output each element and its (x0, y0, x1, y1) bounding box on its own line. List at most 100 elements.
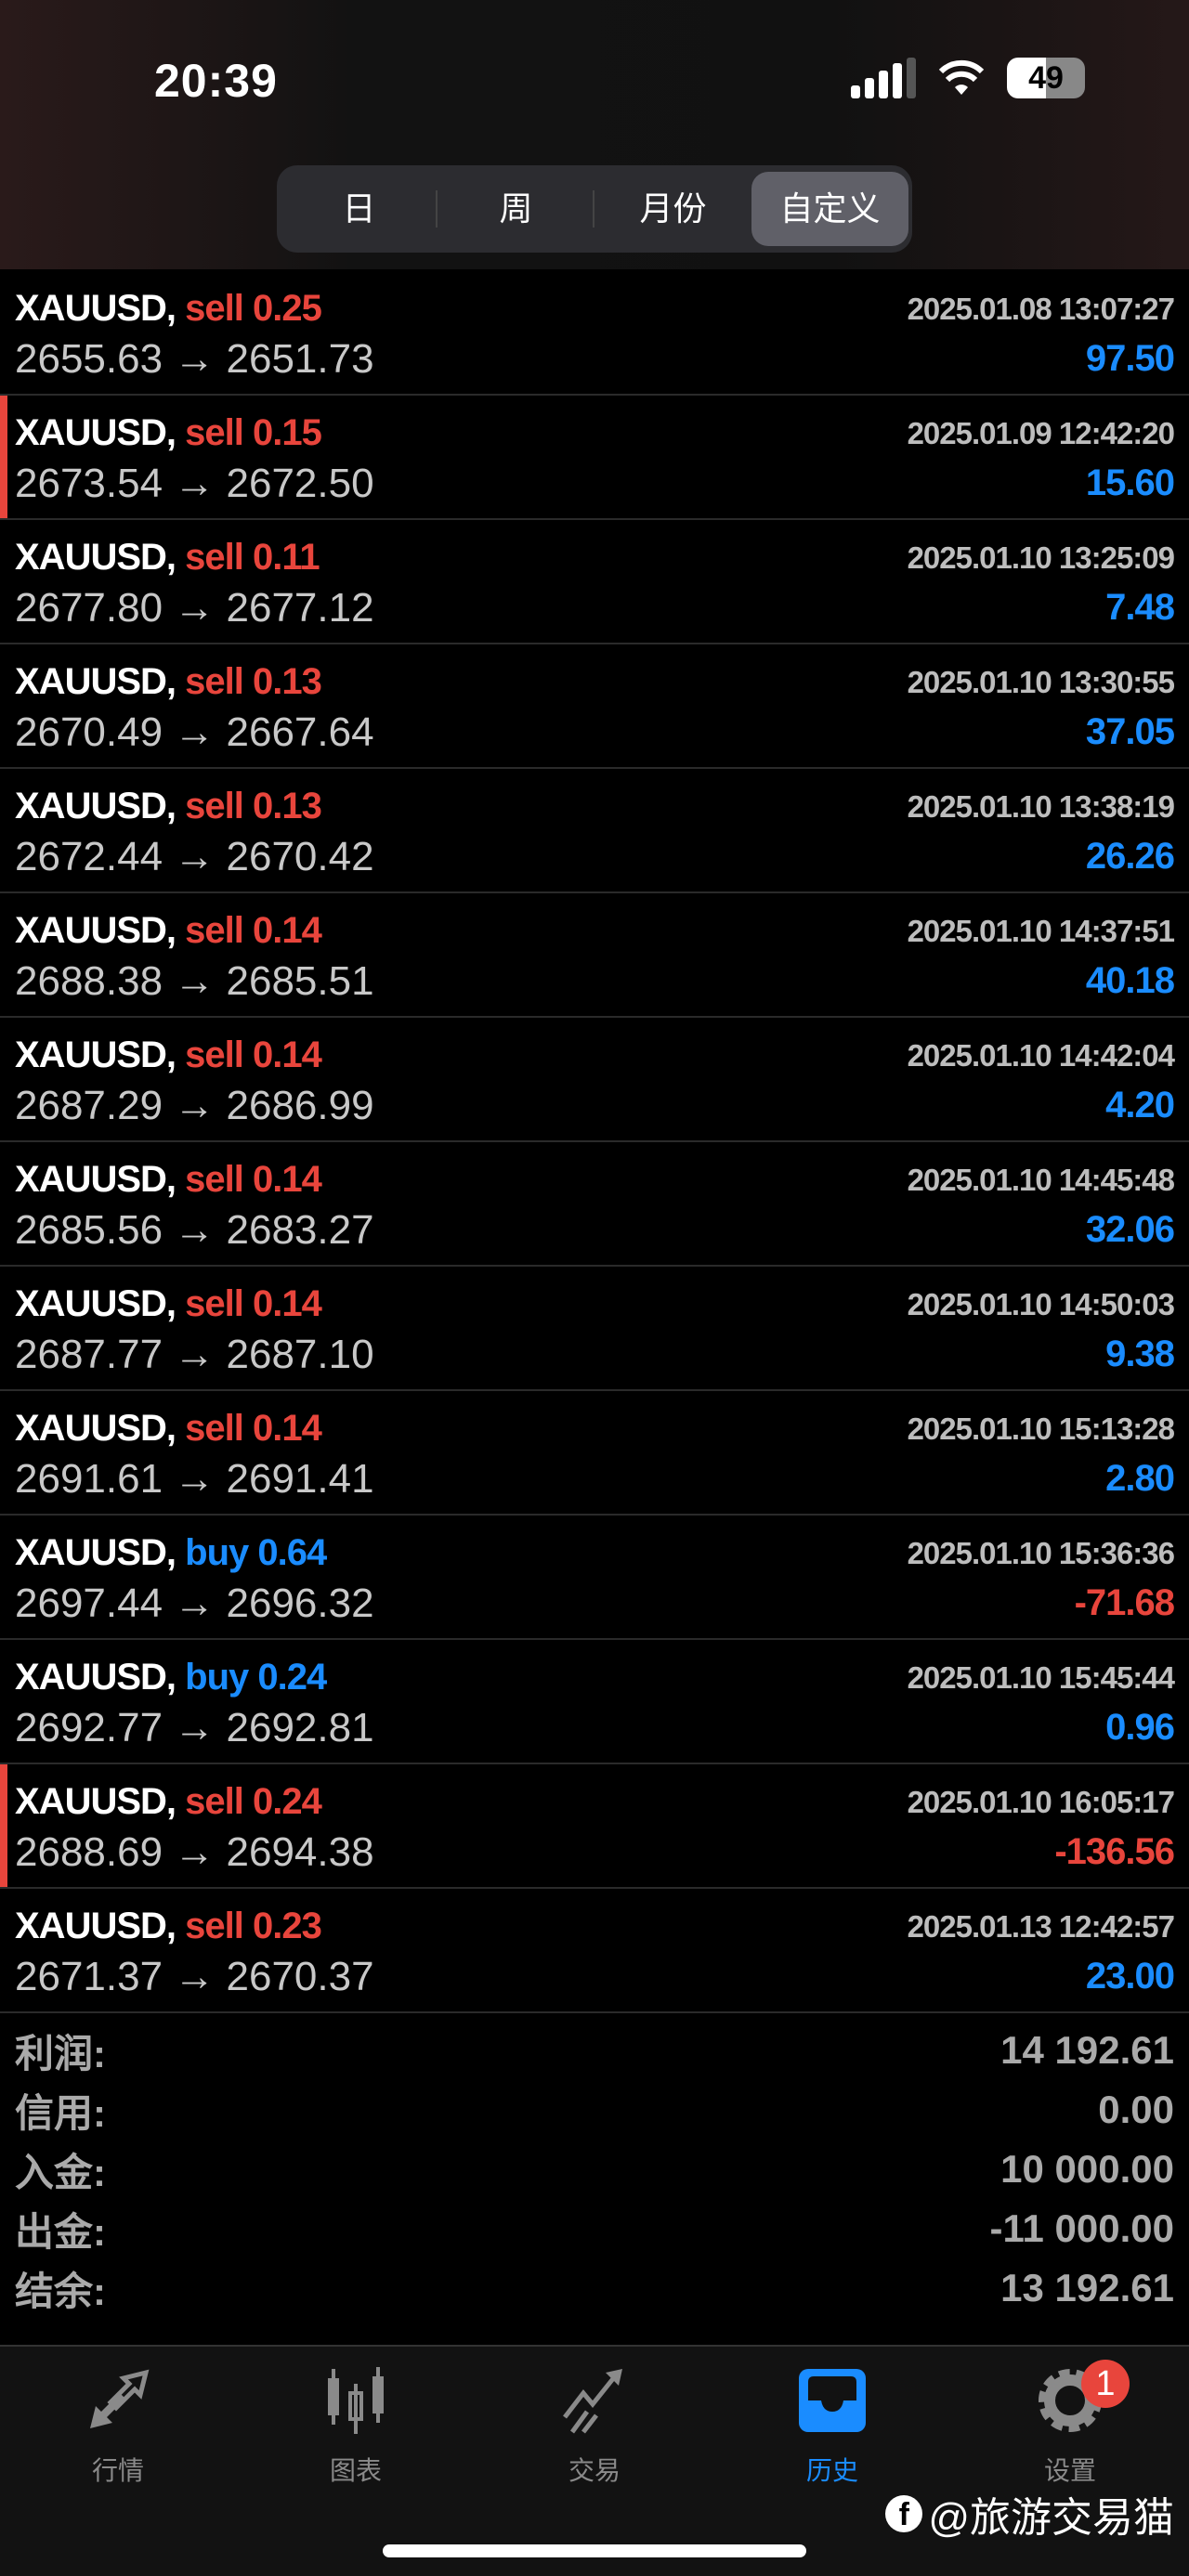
summary-row: 信用: 0.00 (15, 2080, 1174, 2140)
close-price: 2670.37 (226, 1954, 374, 1999)
status-icons: 49 (851, 58, 1085, 98)
open-price: 2691.61 (15, 1456, 163, 1502)
trade-row[interactable]: XAUUSD, sell 0.13 2025.01.10 13:38:19 26… (0, 769, 1189, 893)
open-price: 2697.44 (15, 1581, 163, 1626)
trade-title: XAUUSD, sell 0.23 (15, 1906, 322, 1947)
trade-history-list: XAUUSD, sell 0.25 2025.01.08 13:07:27 26… (0, 271, 1189, 2013)
summary-row: 出金: -11 000.00 (15, 2199, 1174, 2258)
trade-row[interactable]: XAUUSD, sell 0.14 2025.01.10 14:42:04 26… (0, 1018, 1189, 1142)
watermark-text: @旅游交易猫 (928, 2495, 1174, 2541)
trade-title: XAUUSD, sell 0.25 (15, 288, 322, 330)
trade-row[interactable]: XAUUSD, sell 0.13 2025.01.10 13:30:55 26… (0, 644, 1189, 769)
notification-badge: 1 (1081, 2360, 1130, 2408)
close-price: 2651.73 (226, 336, 374, 382)
close-price: 2683.27 (226, 1207, 374, 1253)
trade-row[interactable]: XAUUSD, sell 0.11 2025.01.10 13:25:09 26… (0, 520, 1189, 644)
trade-title: XAUUSD, sell 0.11 (15, 537, 320, 579)
trade-prices: 2697.44 → 2696.32 (15, 1581, 374, 1626)
open-price: 2687.77 (15, 1332, 163, 1377)
trade-date: 2025.01.10 16:05:17 (907, 1785, 1175, 1819)
side: buy (185, 1657, 249, 1698)
segment-week[interactable]: 周 (438, 172, 594, 246)
open-price: 2687.29 (15, 1083, 163, 1128)
trade-row[interactable]: XAUUSD, buy 0.64 2025.01.10 15:36:36 269… (0, 1516, 1189, 1640)
trade-profit: 32.06 (1085, 1209, 1175, 1250)
history-tray-icon (799, 2369, 866, 2432)
trade-side: sell 0.23 (185, 1906, 322, 1946)
symbol: XAUUSD, (15, 1283, 176, 1324)
summary-value: 13 192.61 (1000, 2266, 1174, 2309)
open-price: 2688.38 (15, 958, 163, 1004)
symbol: XAUUSD, (15, 1159, 176, 1200)
volume: 0.13 (253, 661, 322, 702)
summary-row: 利润: 14 192.61 (15, 2021, 1174, 2080)
tab-quotes[interactable]: 行情 (44, 2365, 192, 2488)
volume: 0.24 (257, 1657, 327, 1698)
trade-prices: 2655.63 → 2651.73 (15, 336, 374, 382)
volume: 0.14 (253, 1283, 322, 1324)
close-price: 2685.51 (226, 958, 374, 1004)
trade-date: 2025.01.10 14:50:03 (907, 1287, 1175, 1321)
tab-bar: 行情 图表 交易 历史 设置 1 (0, 2345, 1189, 2576)
close-price: 2692.81 (226, 1705, 374, 1750)
segment-month[interactable]: 月份 (639, 189, 707, 228)
symbol: XAUUSD, (15, 288, 176, 329)
trade-row[interactable]: XAUUSD, sell 0.14 2025.01.10 14:45:48 26… (0, 1142, 1189, 1267)
tab-charts[interactable]: 图表 (281, 2365, 430, 2488)
header: 20:39 49 日 周 月份 自定义 (0, 0, 1189, 269)
side: sell (185, 1159, 244, 1200)
trade-prices: 2688.69 → 2694.38 (15, 1829, 374, 1875)
symbol: XAUUSD, (15, 786, 176, 826)
facebook-logo-icon: f (885, 2495, 923, 2532)
trade-title: XAUUSD, sell 0.24 (15, 1781, 322, 1823)
trade-row[interactable]: XAUUSD, buy 0.24 2025.01.10 15:45:44 269… (0, 1640, 1189, 1764)
side: sell (185, 412, 244, 453)
summary-value: 10 000.00 (1000, 2147, 1174, 2191)
summary-value: 0.00 (1098, 2088, 1174, 2131)
trade-prices: 2672.44 → 2670.42 (15, 834, 374, 879)
trade-prices: 2692.77 → 2692.81 (15, 1705, 374, 1750)
tab-history[interactable]: 历史 (758, 2365, 907, 2488)
trade-date: 2025.01.10 15:13:28 (907, 1412, 1175, 1446)
trade-side: sell 0.14 (185, 1408, 322, 1449)
trade-profit: 15.60 (1085, 462, 1175, 503)
trade-trend-icon (563, 2369, 622, 2434)
trade-row[interactable]: XAUUSD, sell 0.15 2025.01.09 12:42:20 26… (0, 396, 1189, 520)
trade-prices: 2687.29 → 2686.99 (15, 1083, 374, 1128)
trade-profit: 23.00 (1085, 1956, 1175, 1997)
trade-date: 2025.01.10 13:38:19 (907, 789, 1175, 824)
tab-settings[interactable]: 设置 1 (996, 2360, 1144, 2488)
trade-row[interactable]: XAUUSD, sell 0.24 2025.01.10 16:05:17 26… (0, 1764, 1189, 1889)
trade-row[interactable]: XAUUSD, sell 0.14 2025.01.10 15:13:28 26… (0, 1391, 1189, 1516)
symbol: XAUUSD, (15, 661, 176, 702)
trade-row[interactable]: XAUUSD, sell 0.25 2025.01.08 13:07:27 26… (0, 271, 1189, 396)
trade-row[interactable]: XAUUSD, sell 0.23 2025.01.13 12:42:57 26… (0, 1889, 1189, 2013)
trade-prices: 2671.37 → 2670.37 (15, 1954, 374, 1999)
summary-label: 信用: (15, 2090, 106, 2135)
row-marker (0, 396, 7, 518)
segment-custom[interactable]: 自定义 (751, 172, 908, 246)
trade-date: 2025.01.10 14:42:04 (907, 1038, 1175, 1073)
trade-profit: 2.80 (1105, 1458, 1175, 1499)
summary-value: -11 000.00 (989, 2206, 1174, 2250)
summary-row: 入金: 10 000.00 (15, 2140, 1174, 2199)
symbol: XAUUSD, (15, 537, 176, 578)
trade-row[interactable]: XAUUSD, sell 0.14 2025.01.10 14:37:51 26… (0, 893, 1189, 1018)
side: sell (185, 910, 244, 951)
side: sell (185, 1034, 244, 1075)
segment-day[interactable]: 日 (281, 172, 438, 246)
close-price: 2667.64 (226, 709, 374, 755)
trade-row[interactable]: XAUUSD, sell 0.14 2025.01.10 14:50:03 26… (0, 1267, 1189, 1391)
trade-prices: 2673.54 → 2672.50 (15, 461, 374, 506)
trade-side: sell 0.25 (185, 288, 322, 329)
summary-label: 入金: (15, 2150, 106, 2194)
close-price: 2670.42 (226, 834, 374, 879)
tab-label: 设置 (1043, 2456, 1096, 2485)
symbol: XAUUSD, (15, 1657, 176, 1698)
side: sell (185, 1283, 244, 1324)
open-price: 2677.80 (15, 585, 163, 631)
tab-trade[interactable]: 交易 (520, 2365, 669, 2488)
trade-date: 2025.01.09 12:42:20 (907, 416, 1175, 450)
side: sell (185, 288, 244, 329)
trade-side: sell 0.15 (185, 412, 322, 453)
